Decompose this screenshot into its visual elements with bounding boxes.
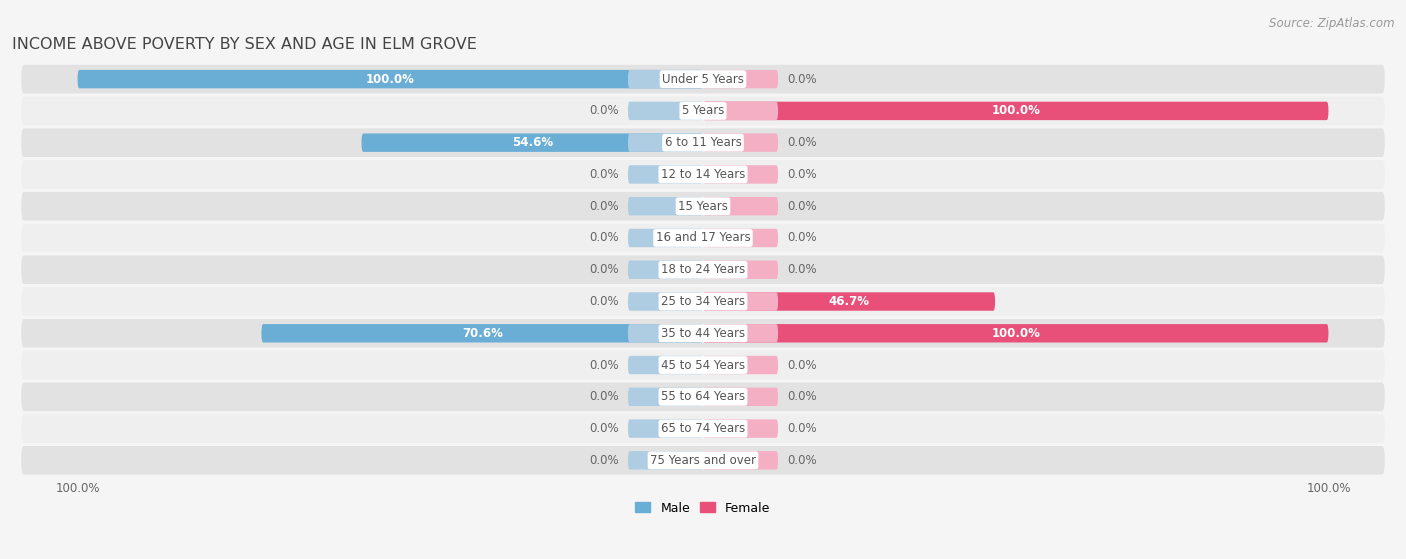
FancyBboxPatch shape <box>21 382 1385 411</box>
Text: 70.6%: 70.6% <box>461 327 503 340</box>
Text: 25 to 34 Years: 25 to 34 Years <box>661 295 745 308</box>
Text: 35 to 44 Years: 35 to 44 Years <box>661 327 745 340</box>
FancyBboxPatch shape <box>628 387 703 406</box>
FancyBboxPatch shape <box>21 446 1385 475</box>
Text: 0.0%: 0.0% <box>787 358 817 372</box>
Text: Under 5 Years: Under 5 Years <box>662 73 744 86</box>
FancyBboxPatch shape <box>628 324 703 343</box>
Text: 45 to 54 Years: 45 to 54 Years <box>661 358 745 372</box>
FancyBboxPatch shape <box>361 134 703 152</box>
FancyBboxPatch shape <box>628 260 703 279</box>
FancyBboxPatch shape <box>703 324 1329 343</box>
FancyBboxPatch shape <box>628 292 703 311</box>
FancyBboxPatch shape <box>628 134 703 152</box>
Text: 65 to 74 Years: 65 to 74 Years <box>661 422 745 435</box>
Text: 0.0%: 0.0% <box>589 358 619 372</box>
FancyBboxPatch shape <box>703 165 778 184</box>
FancyBboxPatch shape <box>703 70 778 88</box>
Text: 0.0%: 0.0% <box>787 454 817 467</box>
Text: 100.0%: 100.0% <box>991 327 1040 340</box>
Text: 0.0%: 0.0% <box>787 263 817 276</box>
FancyBboxPatch shape <box>21 350 1385 380</box>
FancyBboxPatch shape <box>703 229 778 247</box>
FancyBboxPatch shape <box>703 260 778 279</box>
FancyBboxPatch shape <box>703 356 778 375</box>
Text: 0.0%: 0.0% <box>589 168 619 181</box>
Text: 0.0%: 0.0% <box>589 390 619 403</box>
FancyBboxPatch shape <box>703 102 778 120</box>
FancyBboxPatch shape <box>21 287 1385 316</box>
Text: 0.0%: 0.0% <box>589 200 619 213</box>
Text: 0.0%: 0.0% <box>787 390 817 403</box>
Text: 5 Years: 5 Years <box>682 105 724 117</box>
Text: 0.0%: 0.0% <box>589 263 619 276</box>
Text: 0.0%: 0.0% <box>589 454 619 467</box>
Text: 0.0%: 0.0% <box>787 231 817 244</box>
Text: 0.0%: 0.0% <box>787 73 817 86</box>
FancyBboxPatch shape <box>77 70 703 88</box>
FancyBboxPatch shape <box>703 451 778 470</box>
Text: 16 and 17 Years: 16 and 17 Years <box>655 231 751 244</box>
FancyBboxPatch shape <box>21 319 1385 348</box>
Text: 46.7%: 46.7% <box>828 295 869 308</box>
Text: 0.0%: 0.0% <box>589 231 619 244</box>
Text: 0.0%: 0.0% <box>589 105 619 117</box>
Text: INCOME ABOVE POVERTY BY SEX AND AGE IN ELM GROVE: INCOME ABOVE POVERTY BY SEX AND AGE IN E… <box>13 37 477 53</box>
FancyBboxPatch shape <box>628 102 703 120</box>
Text: 18 to 24 Years: 18 to 24 Years <box>661 263 745 276</box>
FancyBboxPatch shape <box>21 129 1385 157</box>
FancyBboxPatch shape <box>21 255 1385 284</box>
Text: 54.6%: 54.6% <box>512 136 553 149</box>
Text: 12 to 14 Years: 12 to 14 Years <box>661 168 745 181</box>
FancyBboxPatch shape <box>703 102 1329 120</box>
FancyBboxPatch shape <box>628 229 703 247</box>
FancyBboxPatch shape <box>703 324 778 343</box>
Text: 55 to 64 Years: 55 to 64 Years <box>661 390 745 403</box>
FancyBboxPatch shape <box>21 160 1385 189</box>
FancyBboxPatch shape <box>703 197 778 215</box>
FancyBboxPatch shape <box>262 324 703 343</box>
FancyBboxPatch shape <box>628 70 703 88</box>
FancyBboxPatch shape <box>21 97 1385 125</box>
Text: 0.0%: 0.0% <box>787 136 817 149</box>
FancyBboxPatch shape <box>703 134 778 152</box>
FancyBboxPatch shape <box>21 224 1385 252</box>
Text: 0.0%: 0.0% <box>589 295 619 308</box>
FancyBboxPatch shape <box>21 414 1385 443</box>
Text: 6 to 11 Years: 6 to 11 Years <box>665 136 741 149</box>
Text: 0.0%: 0.0% <box>787 422 817 435</box>
Text: 0.0%: 0.0% <box>787 168 817 181</box>
FancyBboxPatch shape <box>628 419 703 438</box>
Text: Source: ZipAtlas.com: Source: ZipAtlas.com <box>1270 17 1395 30</box>
Text: 15 Years: 15 Years <box>678 200 728 213</box>
FancyBboxPatch shape <box>703 419 778 438</box>
FancyBboxPatch shape <box>703 292 778 311</box>
FancyBboxPatch shape <box>703 387 778 406</box>
FancyBboxPatch shape <box>628 451 703 470</box>
Legend: Male, Female: Male, Female <box>630 496 776 519</box>
Text: 100.0%: 100.0% <box>366 73 415 86</box>
Text: 0.0%: 0.0% <box>589 422 619 435</box>
FancyBboxPatch shape <box>703 292 995 311</box>
FancyBboxPatch shape <box>628 197 703 215</box>
FancyBboxPatch shape <box>628 165 703 184</box>
FancyBboxPatch shape <box>21 65 1385 93</box>
Text: 0.0%: 0.0% <box>787 200 817 213</box>
FancyBboxPatch shape <box>628 356 703 375</box>
FancyBboxPatch shape <box>21 192 1385 220</box>
Text: 75 Years and over: 75 Years and over <box>650 454 756 467</box>
Text: 100.0%: 100.0% <box>991 105 1040 117</box>
